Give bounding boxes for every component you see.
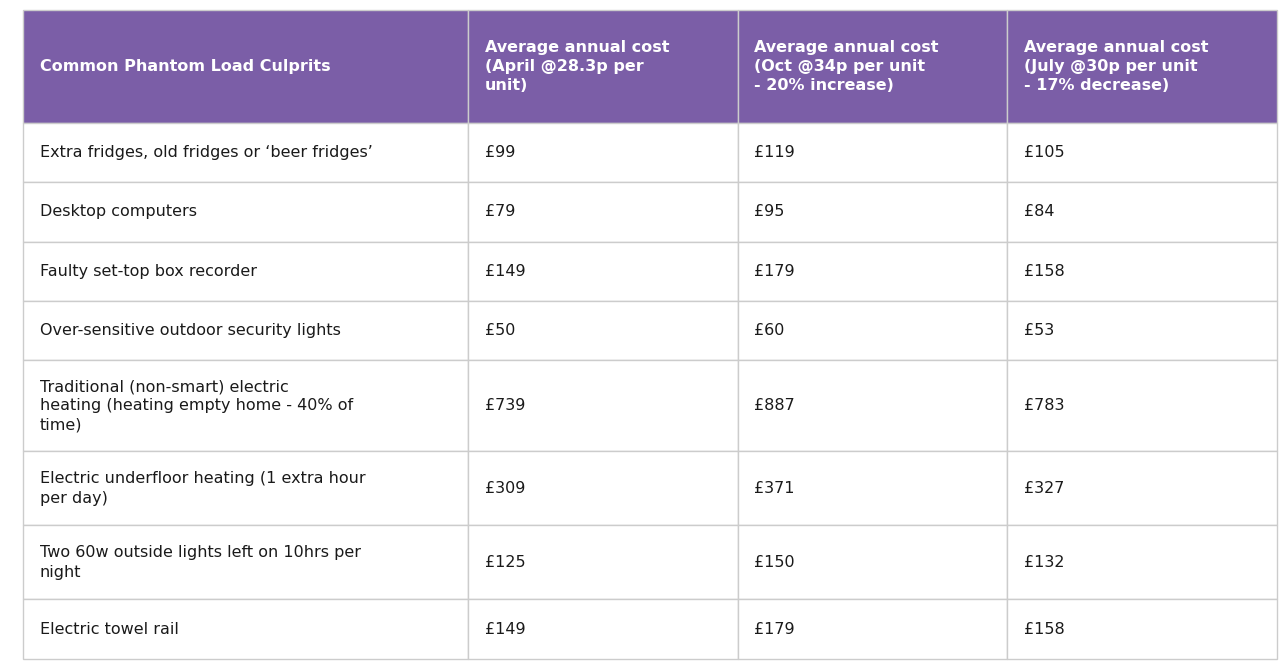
Text: £149: £149 bbox=[485, 263, 525, 279]
Text: £887: £887 bbox=[754, 399, 795, 413]
Bar bbox=[468, 526, 738, 600]
Text: £60: £60 bbox=[754, 323, 785, 338]
Text: £119: £119 bbox=[754, 145, 795, 160]
Text: Electric towel rail: Electric towel rail bbox=[40, 622, 178, 637]
Text: £84: £84 bbox=[1024, 205, 1055, 220]
Bar bbox=[468, 123, 738, 182]
Text: £309: £309 bbox=[485, 481, 525, 496]
Bar bbox=[1007, 301, 1277, 360]
Bar bbox=[738, 182, 1007, 242]
Text: Over-sensitive outdoor security lights: Over-sensitive outdoor security lights bbox=[40, 323, 341, 338]
Bar bbox=[23, 123, 468, 182]
Text: £95: £95 bbox=[754, 205, 785, 220]
Bar bbox=[23, 182, 468, 242]
Text: Extra fridges, old fridges or ‘beer fridges’: Extra fridges, old fridges or ‘beer frid… bbox=[40, 145, 372, 160]
Text: Electric underfloor heating (1 extra hour
per day): Electric underfloor heating (1 extra hou… bbox=[40, 471, 366, 506]
Text: £50: £50 bbox=[485, 323, 516, 338]
Text: £158: £158 bbox=[1024, 622, 1065, 637]
Bar bbox=[23, 10, 468, 123]
Bar bbox=[738, 600, 1007, 659]
Bar bbox=[23, 301, 468, 360]
Bar bbox=[468, 360, 738, 451]
Bar bbox=[738, 10, 1007, 123]
Bar bbox=[468, 451, 738, 526]
Text: £105: £105 bbox=[1024, 145, 1065, 160]
Bar bbox=[1007, 123, 1277, 182]
Text: £327: £327 bbox=[1024, 481, 1064, 496]
Bar bbox=[738, 451, 1007, 526]
Bar bbox=[23, 360, 468, 451]
Text: £739: £739 bbox=[485, 399, 525, 413]
Bar bbox=[1007, 182, 1277, 242]
Text: Two 60w outside lights left on 10hrs per
night: Two 60w outside lights left on 10hrs per… bbox=[40, 545, 361, 579]
Bar bbox=[23, 451, 468, 526]
Text: £79: £79 bbox=[485, 205, 516, 220]
Bar bbox=[23, 242, 468, 301]
Text: £158: £158 bbox=[1024, 263, 1065, 279]
Text: £371: £371 bbox=[754, 481, 794, 496]
Text: £179: £179 bbox=[754, 263, 795, 279]
Text: Desktop computers: Desktop computers bbox=[40, 205, 196, 220]
Bar bbox=[738, 360, 1007, 451]
Text: Common Phantom Load Culprits: Common Phantom Load Culprits bbox=[40, 59, 331, 74]
Bar bbox=[1007, 451, 1277, 526]
Text: Faulty set-top box recorder: Faulty set-top box recorder bbox=[40, 263, 257, 279]
Text: £132: £132 bbox=[1024, 555, 1065, 570]
Bar bbox=[468, 301, 738, 360]
Text: Average annual cost
(April @28.3p per
unit): Average annual cost (April @28.3p per un… bbox=[485, 40, 670, 93]
Bar bbox=[1007, 360, 1277, 451]
Text: Average annual cost
(July @30p per unit
- 17% decrease): Average annual cost (July @30p per unit … bbox=[1024, 40, 1209, 93]
Bar bbox=[738, 301, 1007, 360]
Text: £125: £125 bbox=[485, 555, 525, 570]
Bar bbox=[468, 182, 738, 242]
Text: £179: £179 bbox=[754, 622, 795, 637]
Bar bbox=[468, 10, 738, 123]
Text: £149: £149 bbox=[485, 622, 525, 637]
Bar bbox=[1007, 600, 1277, 659]
Bar bbox=[1007, 526, 1277, 600]
Text: Average annual cost
(Oct @34p per unit
- 20% increase): Average annual cost (Oct @34p per unit -… bbox=[754, 40, 939, 93]
Bar bbox=[23, 600, 468, 659]
Bar bbox=[738, 526, 1007, 600]
Text: £99: £99 bbox=[485, 145, 516, 160]
Bar bbox=[1007, 10, 1277, 123]
Bar bbox=[23, 526, 468, 600]
Text: £150: £150 bbox=[754, 555, 795, 570]
Bar bbox=[468, 242, 738, 301]
Bar bbox=[738, 123, 1007, 182]
Text: £53: £53 bbox=[1024, 323, 1055, 338]
Bar bbox=[468, 600, 738, 659]
Bar bbox=[738, 242, 1007, 301]
Bar bbox=[1007, 242, 1277, 301]
Text: Traditional (non-smart) electric
heating (heating empty home - 40% of
time): Traditional (non-smart) electric heating… bbox=[40, 379, 353, 432]
Text: £783: £783 bbox=[1024, 399, 1065, 413]
